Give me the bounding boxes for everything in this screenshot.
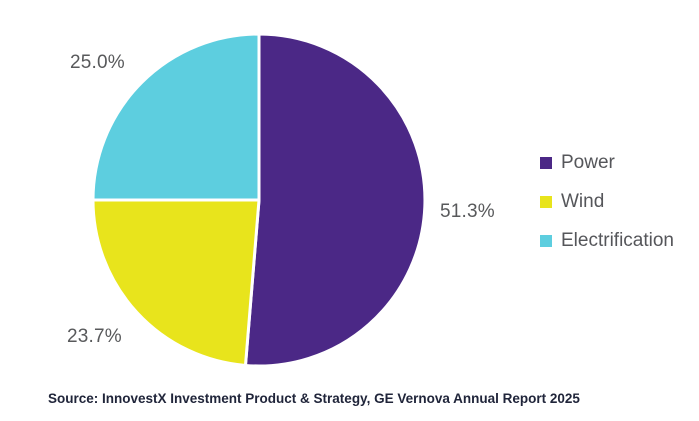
legend-label-wind: Wind: [561, 191, 605, 212]
pie-slice-power: [243, 32, 427, 368]
source-attribution: Source: InnovestX Investment Product & S…: [48, 391, 580, 406]
legend-label-power: Power: [561, 152, 615, 173]
slice-label-wind: 23.7%: [67, 326, 122, 347]
pie-slice-electrification: [91, 32, 261, 202]
legend-swatch-wind-icon: [540, 196, 552, 208]
slice-label-electrification: 25.0%: [70, 52, 125, 73]
legend-swatch-electrification-icon: [540, 235, 552, 247]
legend-item-power: Power: [540, 152, 674, 174]
legend-label-electrification: Electrification: [561, 230, 674, 251]
legend-item-wind: Wind: [540, 191, 674, 213]
legend-swatch-power-icon: [540, 157, 552, 169]
slice-label-power: 51.3%: [440, 201, 495, 222]
legend-item-electrification: Electrification: [540, 230, 674, 252]
legend: Power Wind Electrification: [540, 152, 674, 269]
pie-slice-wind: [91, 198, 261, 367]
